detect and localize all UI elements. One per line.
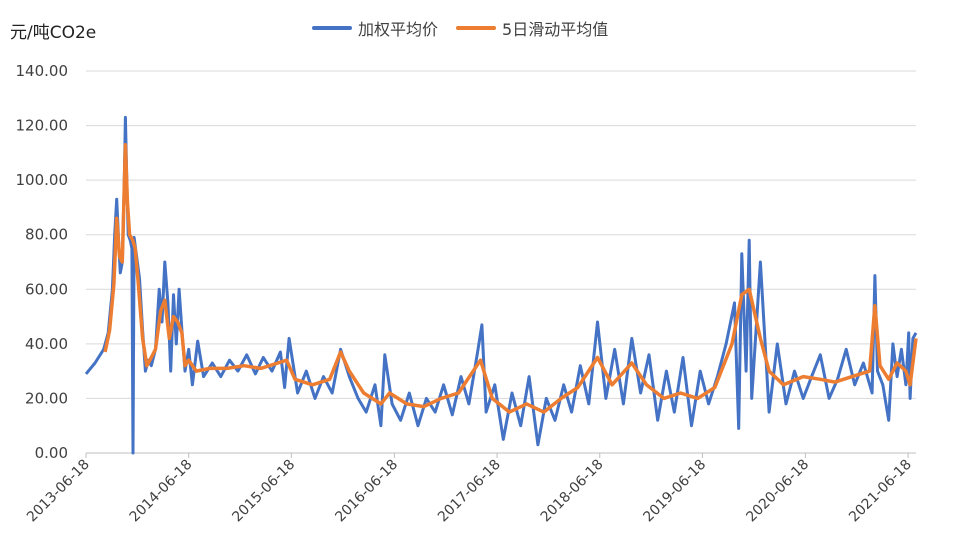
legend-label-moving-avg: 5日滑动平均值 [502, 20, 609, 39]
legend-swatch-moving-avg [456, 26, 497, 30]
x-tick-label: 2018-06-18 [538, 457, 607, 526]
x-tick-label: 2020-06-18 [743, 457, 812, 526]
legend-swatch-weighted-avg [312, 26, 352, 30]
y-tick-label: 20.00 [25, 389, 68, 407]
x-tick-label: 2017-06-18 [435, 457, 504, 526]
legend: 加权平均价 5日滑动平均值 [312, 16, 608, 40]
legend-item-moving-avg: 5日滑动平均值 [456, 16, 608, 40]
y-axis-ticks: 0.00 20.00 40.00 60.00 80.00 100.00 120.00 140.… [16, 62, 69, 462]
series-lines [84, 115, 918, 455]
y-tick-label: 100.00 [16, 171, 69, 189]
x-axis-ticks: 2013-06-18 2014-06-18 2015-06-18 2016-06-18… [24, 453, 915, 525]
gridlines [86, 70, 916, 454]
y-tick-label: 140.00 [16, 62, 69, 80]
y-tick-label: 120.00 [16, 117, 69, 135]
x-tick-label: 2013-06-18 [24, 457, 93, 526]
y-tick-label: 80.00 [25, 226, 68, 244]
y-tick-label: 60.00 [25, 280, 68, 298]
legend-label-weighted-avg: 加权平均价 [358, 20, 439, 39]
series-line-moving-avg [103, 142, 918, 414]
legend-item-weighted-avg: 加权平均价 [312, 16, 438, 40]
y-tick-label: 0.00 [35, 444, 68, 462]
series-line-weighted-avg [84, 115, 918, 455]
y-unit-label: 元/吨CO2e [10, 23, 97, 43]
y-tick-label: 40.00 [25, 335, 68, 353]
x-tick-label: 2015-06-18 [229, 457, 298, 526]
x-tick-label: 2016-06-18 [332, 457, 401, 526]
x-tick-label: 2019-06-18 [640, 457, 709, 526]
x-tick-label: 2014-06-18 [127, 457, 196, 526]
x-tick-label: 2021-06-18 [846, 457, 915, 526]
